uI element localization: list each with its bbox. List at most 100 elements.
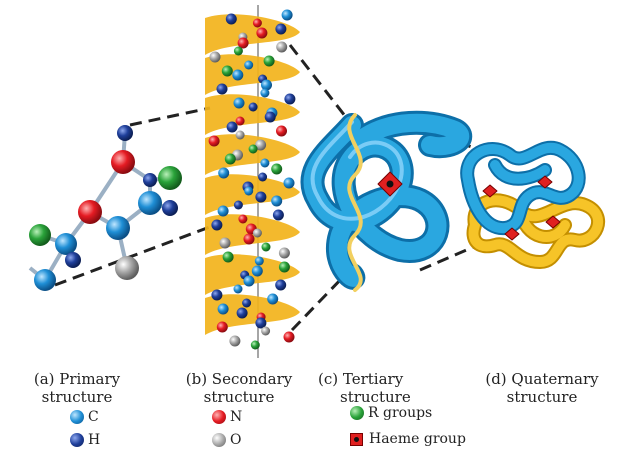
r-group-icon [350, 406, 364, 420]
helix-atom [216, 321, 228, 333]
helix-atom [278, 261, 290, 273]
helix-atom [224, 153, 236, 165]
hydrogen-atom-icon [70, 433, 84, 447]
helix-atom [281, 9, 293, 21]
connector-lines [54, 44, 479, 332]
helix-atom [258, 172, 268, 182]
helix-atom [252, 18, 262, 28]
legend-c: C [70, 408, 99, 426]
caption-secondary: (b) Secondary structure [180, 370, 298, 406]
helix-atom [260, 88, 270, 98]
legend-h: H [70, 431, 100, 449]
helix-atom [216, 83, 228, 95]
helix-atom [211, 219, 223, 231]
helix-atom [208, 135, 220, 147]
caption-tertiary-line1: (c) Tertiary [318, 370, 404, 388]
caption-primary: (a) Primary structure [22, 370, 132, 406]
legend-h-label: H [88, 432, 101, 448]
helix-atom [276, 41, 288, 53]
helix-atom [254, 256, 264, 266]
helix-atom [226, 121, 238, 133]
legend-o-label: O [230, 432, 242, 448]
helix-atom [251, 265, 263, 277]
helix-atom [275, 23, 287, 35]
legend-o: O [212, 431, 241, 449]
helix-atom [217, 205, 229, 217]
primary-structure-model [28, 125, 182, 291]
tertiary-structure-tube [300, 110, 473, 292]
caption-primary-line2: structure [41, 388, 113, 406]
helix-atom [255, 139, 267, 151]
helix-atom [225, 13, 237, 25]
caption-secondary-line2: structure [203, 388, 275, 406]
helix-atom [237, 37, 249, 49]
helix-atom [272, 209, 284, 221]
helix-atom [219, 237, 231, 249]
caption-tertiary: (c) Tertiary structure [318, 370, 418, 406]
helix-atom [256, 27, 268, 39]
helix-atom [242, 298, 252, 308]
helix-atom [233, 200, 243, 210]
helix-atom [275, 279, 287, 291]
caption-tertiary-line2: structure [340, 388, 411, 406]
helix-atom [276, 125, 287, 137]
oxygen-atom-icon [212, 433, 226, 447]
helix-atom [261, 79, 272, 91]
helix-atom [243, 233, 255, 245]
legend-n-label: N [230, 409, 243, 425]
caption-secondary-line1: (b) Secondary [185, 370, 293, 388]
helix-atom [211, 289, 223, 301]
helix-atom [283, 331, 295, 343]
helix-atom [261, 242, 271, 252]
helix-atom [260, 158, 270, 168]
helix-atom [271, 195, 283, 207]
helix-atom [278, 247, 290, 259]
helix-atom [233, 284, 243, 294]
helix-atom [209, 51, 221, 63]
helix-atom [250, 340, 260, 350]
helix-atom [252, 228, 262, 238]
helix-atom [217, 303, 229, 315]
helix-atom [238, 214, 248, 224]
helix-atom [255, 317, 267, 329]
caption-quaternary: (d) Quaternary structure [480, 370, 604, 406]
helix-atom [271, 163, 283, 175]
helix-atom [232, 69, 244, 81]
legend-c-label: C [88, 409, 99, 425]
quaternary-structure-model [460, 140, 606, 269]
helix-atom [233, 46, 243, 56]
helix-atom [233, 97, 245, 109]
helix-atom [222, 251, 234, 263]
helix-atom [221, 65, 233, 77]
caption-primary-line1: (a) Primary [33, 370, 121, 388]
secondary-structure-helix [205, 5, 300, 358]
nitrogen-atom-icon [212, 410, 226, 424]
helix-atom [267, 293, 279, 305]
helix-atom [235, 116, 245, 126]
helix-atom [264, 111, 276, 123]
haeme-group-icon [350, 432, 363, 446]
helix-atom [283, 177, 295, 189]
helix-atom [248, 144, 258, 154]
helix-atom [235, 130, 245, 140]
helix-atom [284, 93, 296, 105]
helix-atom [261, 326, 271, 336]
legend-n: N [212, 408, 242, 426]
legend-haeme: Haeme group [350, 430, 466, 448]
helix-atom [244, 60, 254, 70]
helix-atom [218, 167, 230, 179]
helix-atom [255, 191, 267, 203]
legend-haeme-label: Haeme group [369, 431, 466, 447]
helix-atom [243, 275, 255, 287]
helix-atom [248, 102, 258, 112]
helix-atom [244, 186, 254, 196]
caption-quaternary-line1: (d) Quaternary [485, 370, 599, 388]
caption-quaternary-line2: structure [506, 388, 578, 406]
helix-atom [229, 335, 241, 347]
legend-r-groups: R groups [350, 404, 432, 422]
helix-atom [236, 307, 248, 319]
legend-r-groups-label: R groups [368, 405, 433, 421]
helix-atom [263, 55, 275, 67]
